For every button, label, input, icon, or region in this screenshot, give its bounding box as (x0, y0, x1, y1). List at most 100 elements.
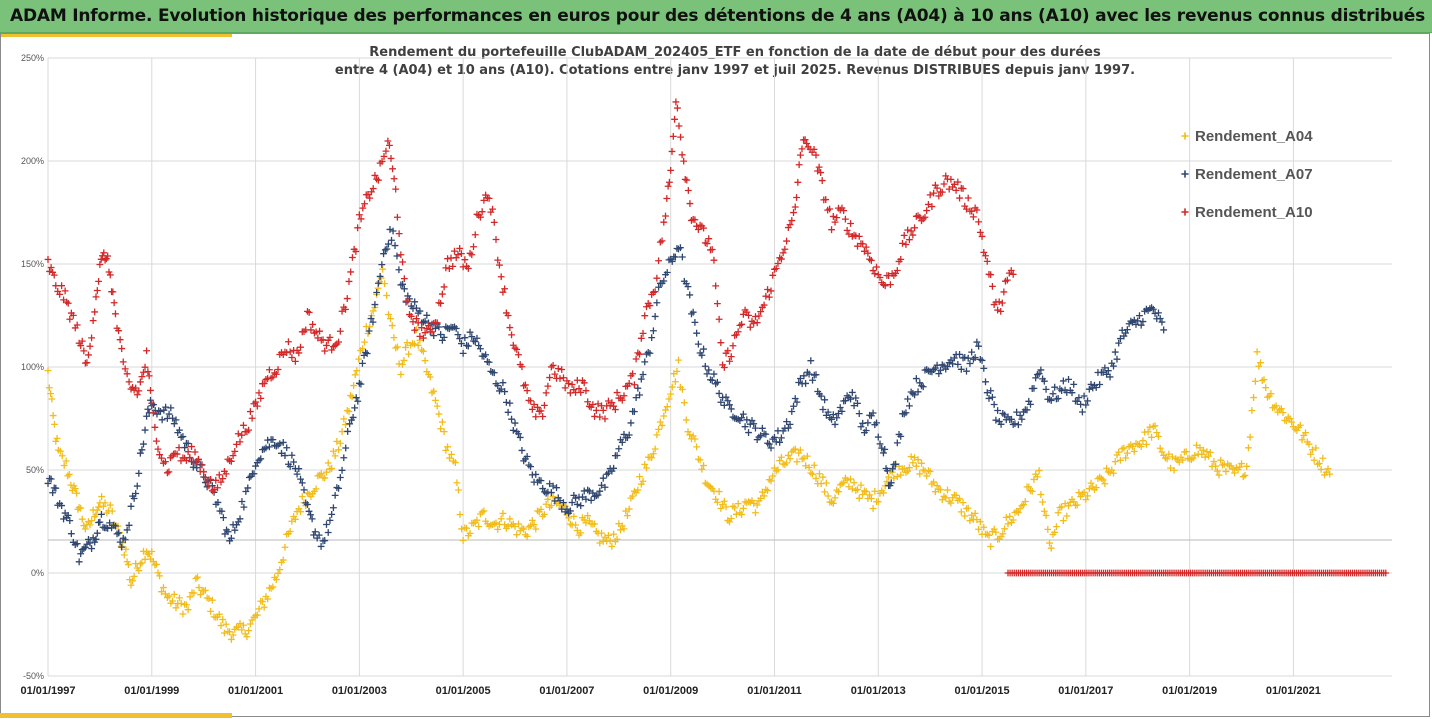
data-point (1047, 397, 1055, 404)
data-point (733, 331, 740, 339)
data-point (245, 426, 253, 434)
data-point (1009, 270, 1017, 278)
data-point (976, 229, 984, 236)
data-point (384, 137, 392, 145)
data-point (731, 504, 739, 512)
data-point (715, 390, 723, 397)
data-point (558, 366, 566, 373)
data-point (106, 271, 114, 279)
data-point (219, 475, 227, 483)
data-point (701, 362, 709, 370)
data-point (324, 529, 332, 536)
x-tick-label: 01/01/2017 (1058, 685, 1113, 697)
data-point (383, 245, 391, 253)
data-point (169, 597, 176, 605)
data-point (315, 531, 323, 539)
data-point (1063, 512, 1071, 520)
data-point (566, 507, 574, 515)
data-point (380, 250, 387, 258)
data-point (125, 561, 132, 568)
data-point (470, 243, 477, 251)
data-point (630, 381, 638, 389)
data-point (489, 205, 496, 213)
data-point (1322, 468, 1330, 476)
data-point (499, 379, 507, 387)
data-point (672, 98, 680, 106)
data-point (191, 448, 199, 456)
data-point (978, 233, 986, 240)
data-point (627, 419, 635, 427)
data-point (880, 489, 887, 497)
data-point (1030, 384, 1038, 392)
data-point (803, 452, 811, 460)
data-point (357, 380, 365, 388)
data-point (122, 545, 130, 553)
data-point (83, 359, 91, 367)
data-point (1070, 498, 1078, 506)
data-point (632, 394, 640, 402)
x-tick-label: 01/01/1997 (20, 685, 75, 697)
data-point (542, 389, 550, 397)
data-point (968, 511, 976, 519)
data-point (995, 298, 1003, 306)
data-point (1034, 371, 1041, 378)
data-point (205, 482, 213, 490)
data-point (968, 348, 976, 356)
data-point (893, 439, 901, 447)
data-point (63, 298, 71, 306)
data-point (509, 426, 517, 434)
data-point (264, 595, 272, 603)
data-point (193, 464, 201, 472)
data-point (801, 136, 809, 144)
data-point (698, 465, 706, 473)
data-point (942, 172, 950, 180)
data-point (387, 155, 395, 162)
data-point (1382, 569, 1390, 577)
data-point (105, 268, 113, 276)
data-point (767, 477, 775, 485)
data-point (673, 367, 681, 375)
data-point (162, 590, 169, 598)
data-point (596, 539, 604, 547)
data-point (989, 393, 996, 401)
data-point (525, 461, 533, 469)
data-point (300, 486, 308, 494)
data-point (824, 408, 832, 416)
data-point (582, 387, 590, 395)
data-point (568, 381, 576, 388)
data-point (399, 361, 406, 368)
data-point (985, 531, 993, 539)
data-point (568, 499, 576, 506)
data-point (793, 458, 801, 466)
data-point (694, 340, 702, 348)
data-point (957, 508, 965, 516)
data-point (448, 450, 455, 458)
data-point (680, 399, 688, 407)
data-point (937, 366, 944, 374)
data-point (244, 484, 252, 492)
data-point (317, 543, 325, 550)
data-point (963, 367, 970, 375)
data-point (549, 361, 557, 369)
data-point (1248, 407, 1256, 414)
data-point (262, 444, 270, 452)
data-point (752, 424, 759, 432)
data-point (684, 187, 692, 194)
data-point (778, 453, 785, 461)
data-point (170, 420, 178, 428)
data-point (646, 349, 654, 357)
data-point (1137, 321, 1145, 329)
data-point (598, 529, 605, 537)
data-point (902, 409, 910, 417)
data-point (605, 469, 612, 477)
data-point (605, 397, 612, 405)
data-point (757, 494, 765, 502)
data-point (556, 375, 564, 382)
data-point (118, 345, 126, 352)
data-point (584, 486, 592, 494)
data-point (523, 532, 531, 540)
data-point (101, 499, 109, 507)
data-point (940, 492, 948, 500)
data-point (317, 470, 325, 477)
data-point (362, 349, 369, 356)
